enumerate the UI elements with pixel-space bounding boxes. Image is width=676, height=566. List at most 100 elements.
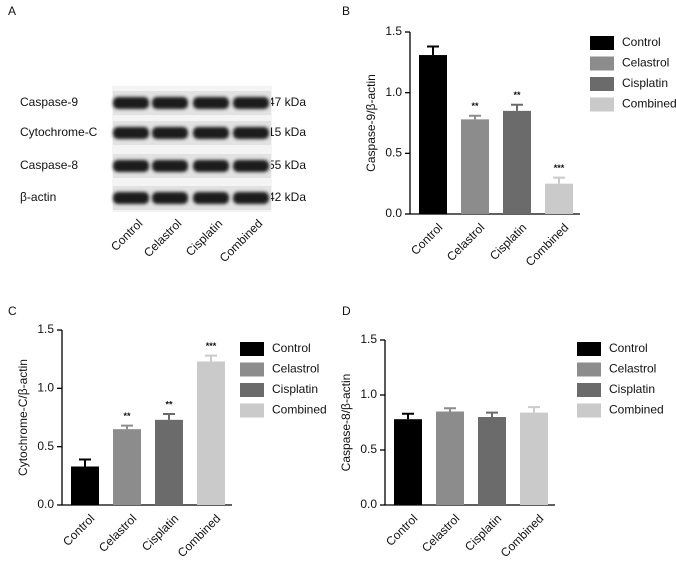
x-tick-label: Control: [408, 220, 445, 257]
legend-swatch: [240, 403, 264, 418]
x-tick-label: Cisplatin: [139, 511, 181, 553]
protein-label: Caspase-8: [20, 158, 78, 172]
panel-label: D: [342, 304, 351, 318]
y-tick-label: 1.0: [360, 387, 377, 401]
significance: ***: [554, 163, 565, 173]
significance: **: [513, 90, 521, 100]
band: [233, 160, 269, 172]
bar: [197, 361, 225, 505]
legend-label: Cisplatin: [272, 382, 318, 396]
significance: **: [471, 101, 479, 111]
error-bar: [469, 114, 481, 120]
legend-swatch: [240, 342, 264, 356]
legend-label: Celastrol: [272, 362, 319, 376]
band: [152, 97, 188, 109]
x-tick-label: Combined: [175, 511, 224, 560]
x-tick-label: Combined: [523, 220, 572, 269]
lane-label: Control: [108, 216, 145, 253]
x-tick-label: Celastrol: [444, 220, 487, 263]
legend-label: Combined: [272, 403, 327, 417]
band: [152, 192, 188, 204]
band: [152, 127, 188, 139]
band: [193, 192, 229, 204]
band: [193, 160, 229, 172]
error-bar: [528, 406, 540, 413]
legend-swatch: [577, 362, 601, 377]
legend-swatch: [590, 97, 614, 112]
legend-swatch: [577, 342, 601, 356]
y-tick-label: 0.0: [360, 497, 377, 511]
error-bar: [79, 458, 91, 467]
panel-label: B: [342, 4, 350, 18]
y-axis-label: Caspase-9/β-actin: [364, 74, 378, 172]
legend-swatch: [590, 56, 614, 71]
legend-swatch: [577, 403, 601, 418]
protein-label: Caspase-9: [20, 95, 78, 109]
x-tick-label: Celastrol: [419, 511, 462, 554]
band: [152, 160, 188, 172]
y-tick-label: 0.0: [37, 497, 54, 511]
size-label: 42 kDa: [268, 190, 306, 204]
y-tick-label: 1.0: [37, 381, 54, 395]
legend-swatch: [590, 36, 614, 50]
significance: **: [123, 411, 131, 421]
band: [233, 192, 269, 204]
x-tick-label: Combined: [498, 511, 547, 560]
y-tick-label: 1.0: [385, 85, 402, 99]
band: [113, 127, 149, 139]
size-label: 15 kDa: [268, 125, 306, 139]
band: [113, 160, 149, 172]
x-tick-label: Control: [60, 511, 97, 548]
size-label: 47 kDa: [268, 95, 306, 109]
legend-label: Cisplatin: [622, 76, 668, 90]
band: [193, 127, 229, 139]
y-tick-label: 0.5: [385, 146, 402, 160]
y-tick-label: 0.5: [37, 439, 54, 453]
legend-swatch: [590, 77, 614, 91]
legend-label: Celastrol: [622, 56, 669, 70]
panel-label: C: [8, 304, 17, 318]
bar: [394, 419, 422, 505]
y-tick-label: 1.5: [37, 322, 54, 336]
protein-label: β-actin: [20, 190, 56, 204]
bar: [478, 417, 506, 505]
error-bar: [402, 412, 414, 420]
legend-label: Control: [272, 341, 311, 355]
band: [233, 127, 269, 139]
band: [113, 97, 149, 109]
x-tick-label: Cisplatin: [462, 511, 504, 553]
lane-label: Celastrol: [141, 216, 184, 259]
y-tick-label: 1.5: [360, 332, 377, 346]
error-bar: [163, 413, 175, 420]
panel-label: A: [8, 4, 16, 18]
bar: [71, 466, 99, 505]
x-tick-label: Celastrol: [96, 511, 139, 554]
band: [193, 97, 229, 109]
bar: [436, 411, 464, 505]
bar: [520, 412, 548, 505]
error-bar: [486, 411, 498, 417]
legend-label: Combined: [609, 403, 664, 417]
bar: [113, 429, 141, 505]
error-bar: [511, 103, 523, 111]
legend-swatch: [240, 362, 264, 377]
error-bar: [121, 424, 133, 430]
error-bar: [427, 45, 439, 56]
y-axis-label: Caspase-8/β-actin: [339, 374, 353, 472]
y-axis-label: Cytochrome-C/β-actin: [16, 359, 30, 476]
significance: ***: [206, 341, 217, 351]
error-bar: [444, 407, 456, 412]
bar: [545, 183, 573, 214]
legend-label: Control: [622, 35, 661, 49]
bar: [155, 419, 183, 505]
significance: **: [165, 399, 173, 409]
lane-label: Combined: [217, 216, 266, 265]
x-tick-label: Cisplatin: [487, 220, 529, 262]
band: [113, 192, 149, 204]
bar: [419, 55, 447, 215]
legend-swatch: [240, 383, 264, 397]
error-bar: [553, 176, 565, 184]
y-tick-label: 0.0: [385, 206, 402, 220]
legend-label: Combined: [622, 97, 676, 111]
